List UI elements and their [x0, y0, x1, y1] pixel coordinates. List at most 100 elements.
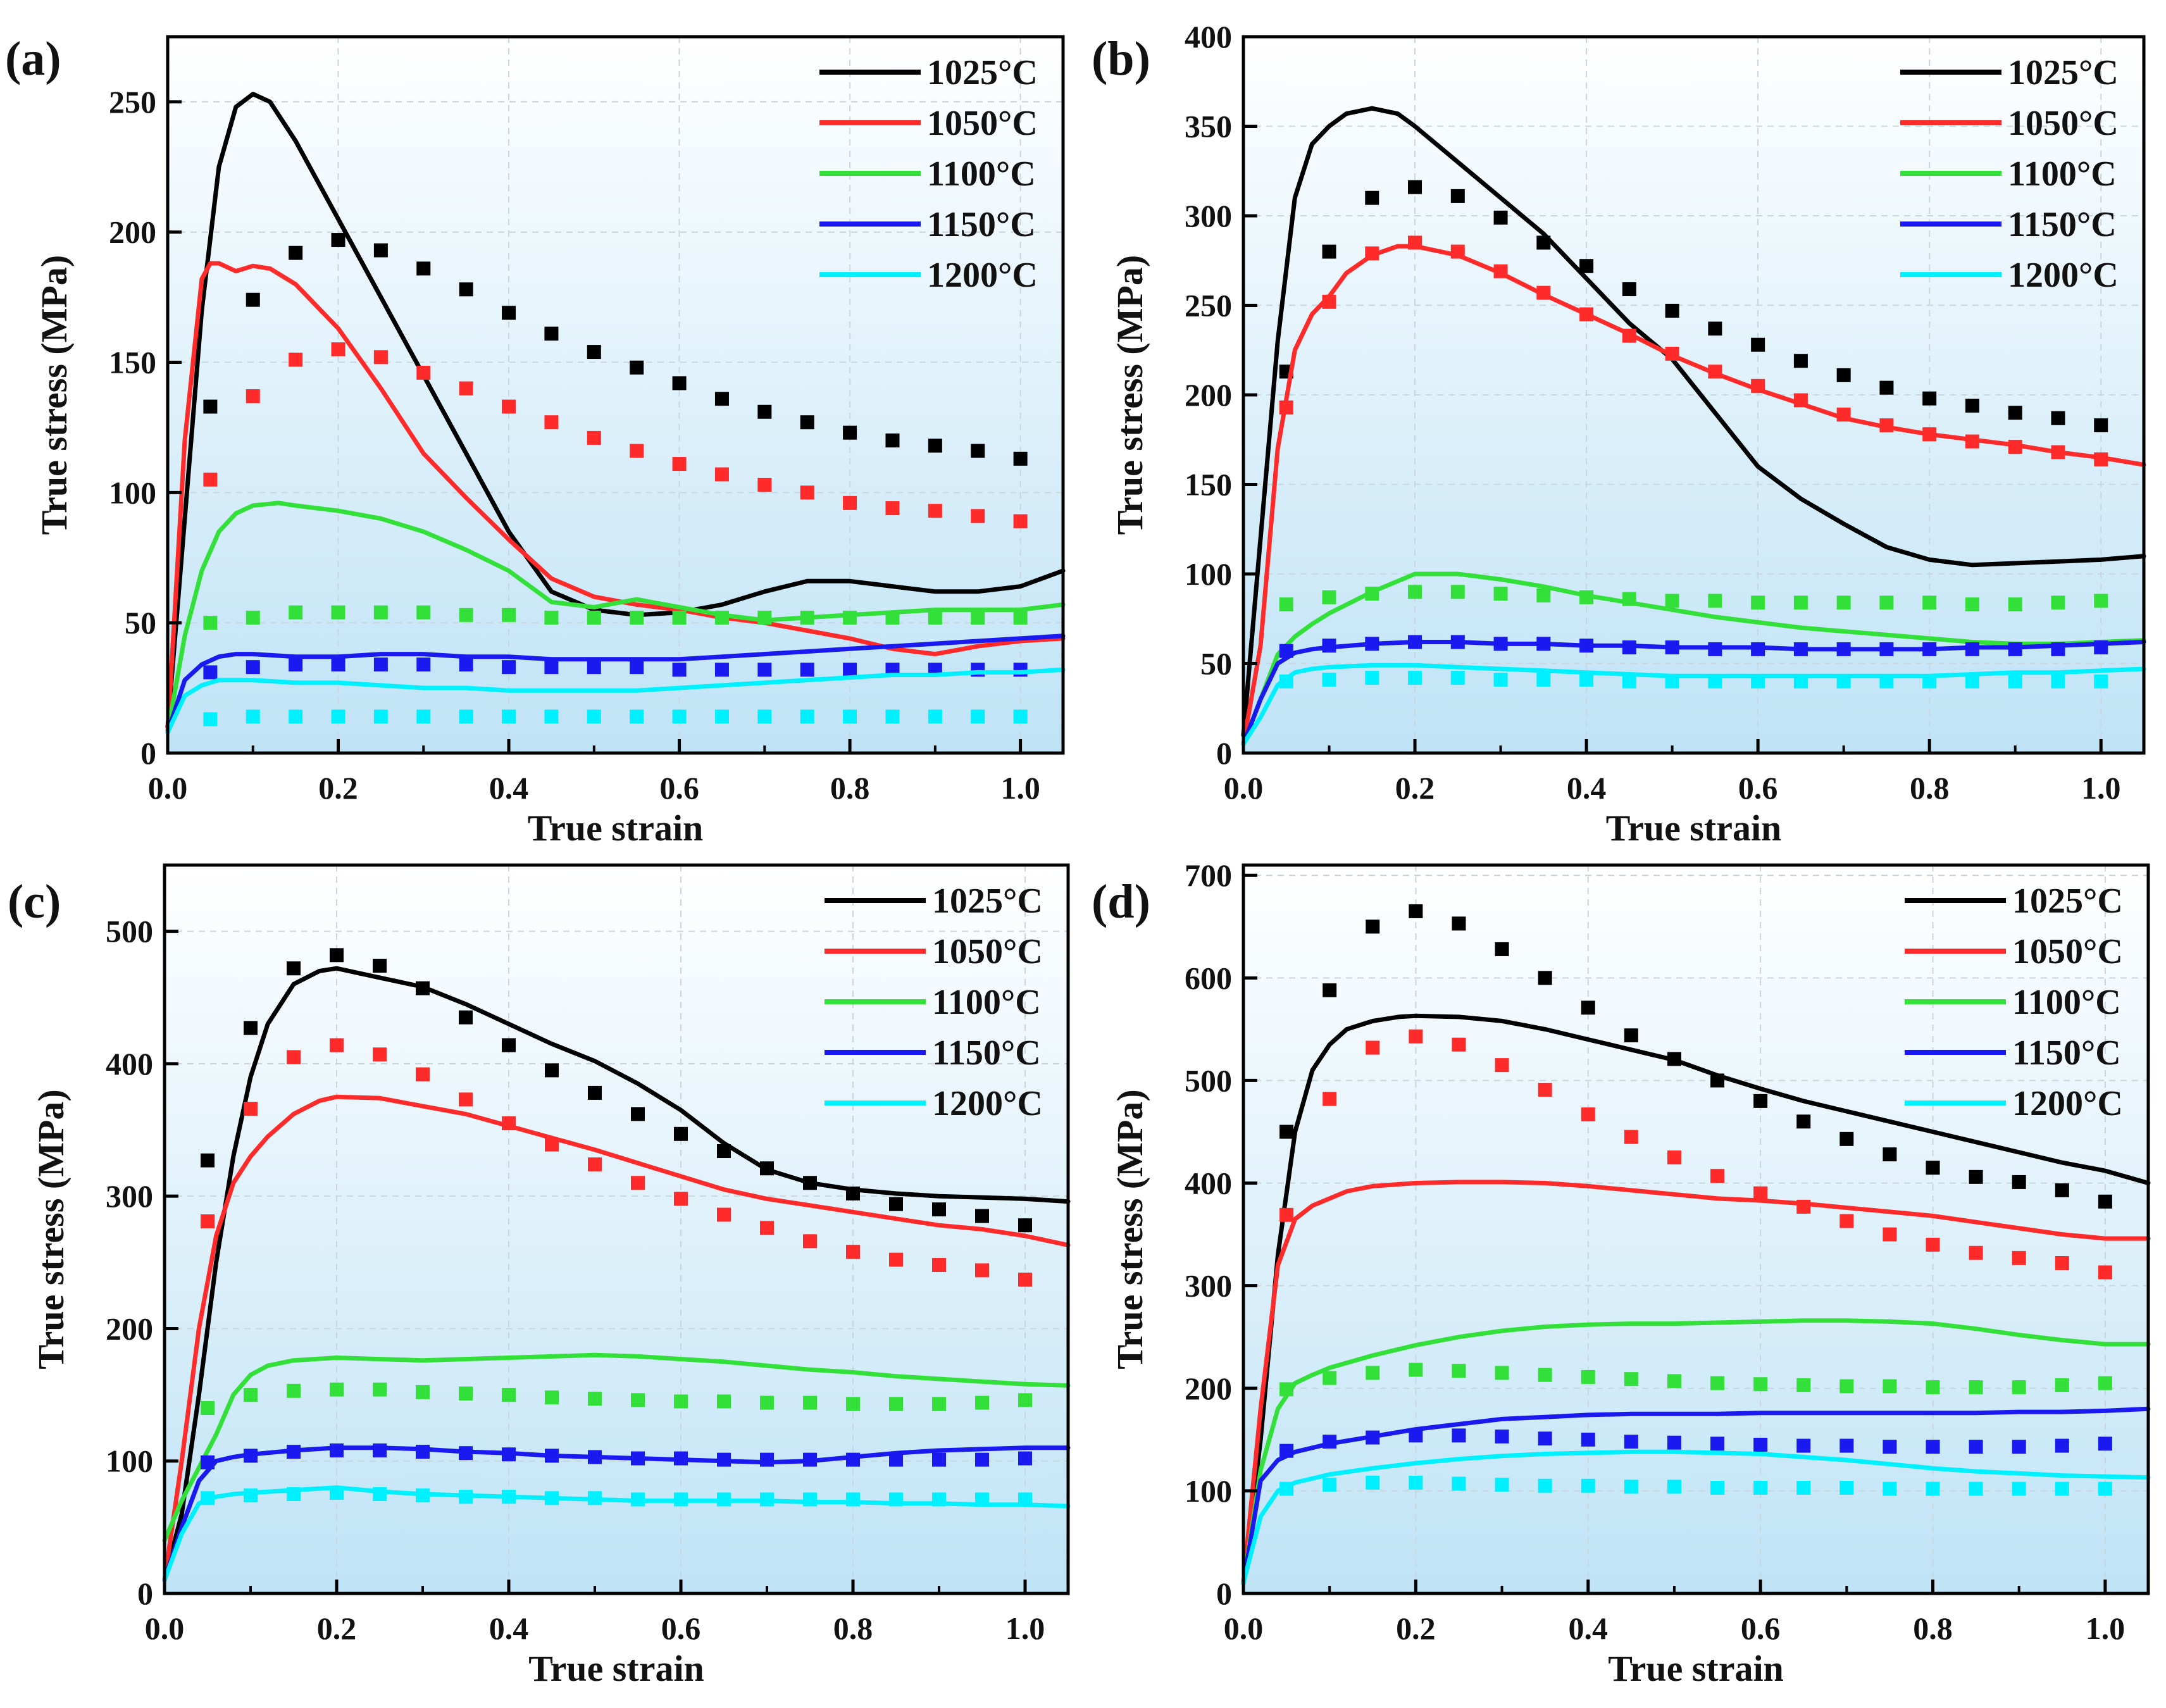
- series-marker-1200°C: [1536, 672, 1551, 687]
- series-marker-1050°C: [244, 1102, 258, 1116]
- series-line-1050°C: [1241, 1180, 2151, 1586]
- series-marker-1100°C: [459, 1386, 473, 1400]
- series-marker-1200°C: [1538, 1478, 1552, 1493]
- x-axis-label: True strain: [1606, 807, 1782, 849]
- series-marker-1200°C: [1708, 674, 1722, 689]
- y-axis-label: True stress (MPa): [1109, 255, 1150, 535]
- series-marker-1100°C: [1839, 1379, 1854, 1393]
- series-marker-1150°C: [846, 1452, 860, 1467]
- series-marker-1100°C: [714, 610, 729, 625]
- legend-label-1150°C: 1150°C: [2012, 1033, 2121, 1073]
- panel-label: (b): [1092, 32, 1150, 85]
- series-marker-1050°C: [416, 1067, 430, 1082]
- series-marker-1150°C: [1796, 1438, 1811, 1453]
- series-marker-1050°C: [1493, 264, 1508, 278]
- series-marker-1100°C: [1581, 1369, 1595, 1384]
- series-marker-1150°C: [1710, 1437, 1725, 1451]
- series-marker-1050°C: [1450, 244, 1465, 259]
- plot-background: [165, 865, 1068, 1593]
- series-marker-1100°C: [932, 1397, 946, 1411]
- series-marker-1025°C: [800, 415, 814, 430]
- series-marker-1200°C: [1836, 674, 1851, 689]
- series-marker-1025°C: [331, 233, 345, 247]
- series-marker-1100°C: [289, 605, 303, 620]
- y-tick-label: 300: [1185, 198, 1232, 234]
- x-tick-label: 0.4: [489, 1611, 529, 1646]
- series-marker-1200°C: [1579, 672, 1594, 687]
- series-marker-1025°C: [2012, 1175, 2026, 1189]
- series-marker-1025°C: [714, 392, 729, 406]
- series-marker-1200°C: [971, 709, 985, 724]
- series-marker-1200°C: [1013, 709, 1028, 724]
- series-marker-1200°C: [1493, 672, 1508, 687]
- y-tick-label: 500: [1185, 1063, 1232, 1098]
- y-axis-label: True stress (MPa): [34, 255, 75, 535]
- series-marker-1050°C: [203, 472, 218, 487]
- series-marker-1150°C: [544, 660, 559, 675]
- series-marker-1050°C: [1018, 1273, 1032, 1287]
- x-tick-label: 0.6: [1738, 770, 1778, 806]
- series-marker-1150°C: [1450, 635, 1465, 649]
- series-marker-1025°C: [1366, 919, 1380, 934]
- x-tick-label: 0.2: [1395, 770, 1435, 806]
- series-marker-1200°C: [800, 709, 814, 724]
- series-marker-1025°C: [631, 1107, 645, 1121]
- series-marker-1200°C: [1710, 1481, 1725, 1495]
- series-marker-1050°C: [588, 1157, 602, 1171]
- series-marker-1200°C: [1926, 1481, 1940, 1496]
- series-marker-1025°C: [1796, 1114, 1811, 1129]
- series-marker-1200°C: [1408, 671, 1422, 685]
- y-tick-label: 200: [109, 215, 156, 250]
- series-marker-1100°C: [1452, 1364, 1466, 1378]
- series-marker-1100°C: [246, 610, 260, 625]
- series-marker-1050°C: [1751, 378, 1765, 393]
- series-marker-1050°C: [587, 430, 601, 445]
- series-marker-1150°C: [843, 663, 857, 677]
- series-marker-1050°C: [502, 1116, 516, 1131]
- series-marker-1150°C: [1013, 663, 1028, 677]
- y-tick-label: 200: [1185, 1371, 1232, 1406]
- series-marker-1050°C: [846, 1245, 860, 1259]
- series-marker-1025°C: [201, 1153, 215, 1168]
- series-marker-1025°C: [846, 1186, 860, 1200]
- legend-label-1150°C: 1150°C: [927, 205, 1036, 244]
- series-marker-1050°C: [928, 504, 942, 518]
- series-marker-1100°C: [1538, 1368, 1552, 1382]
- x-tick-label: 0.0: [1224, 770, 1264, 806]
- series-line-1150°C: [1241, 1406, 2151, 1586]
- series-marker-1200°C: [1796, 1481, 1811, 1495]
- series-marker-1100°C: [971, 610, 985, 625]
- series-line-1025°C: [1241, 106, 2146, 738]
- series-marker-1050°C: [1753, 1186, 1768, 1200]
- series-marker-1150°C: [932, 1452, 946, 1467]
- series-marker-1150°C: [545, 1449, 559, 1463]
- series-marker-1025°C: [1365, 190, 1379, 205]
- series-marker-1200°C: [459, 709, 473, 724]
- series-marker-1200°C: [1018, 1492, 1032, 1507]
- y-tick-label: 400: [1185, 19, 1232, 54]
- series-marker-1200°C: [588, 1491, 602, 1505]
- series-marker-1150°C: [1879, 642, 1894, 656]
- chart-panel-d: 0.0 0.2 0.4 0.6 0.8 1.0 0 100 200 300 400 500 600 700…: [1092, 857, 2151, 1689]
- series-marker-1025°C: [1279, 1125, 1294, 1139]
- x-tick-label: 0.4: [1569, 1611, 1609, 1646]
- series-marker-1200°C: [1624, 1480, 1638, 1494]
- series-marker-1150°C: [502, 1447, 516, 1462]
- series-marker-1025°C: [1965, 398, 1979, 413]
- series-marker-1200°C: [373, 709, 388, 724]
- series-marker-1200°C: [416, 1488, 430, 1503]
- series-marker-1200°C: [2094, 674, 2108, 689]
- series-marker-1200°C: [843, 709, 857, 724]
- legend-label-1050°C: 1050°C: [2012, 932, 2123, 971]
- series-marker-1050°C: [545, 1137, 559, 1152]
- series-marker-1025°C: [1409, 904, 1423, 918]
- series-marker-1200°C: [587, 709, 601, 724]
- legend-label-1025°C: 1025°C: [927, 53, 1038, 92]
- series-marker-1025°C: [1708, 321, 1722, 336]
- series-marker-1100°C: [2008, 597, 2022, 612]
- series-marker-1100°C: [631, 1393, 645, 1407]
- series-marker-1150°C: [1018, 1451, 1032, 1466]
- series-marker-1100°C: [1710, 1376, 1725, 1390]
- series-marker-1150°C: [373, 658, 388, 672]
- series-marker-1100°C: [674, 1394, 688, 1409]
